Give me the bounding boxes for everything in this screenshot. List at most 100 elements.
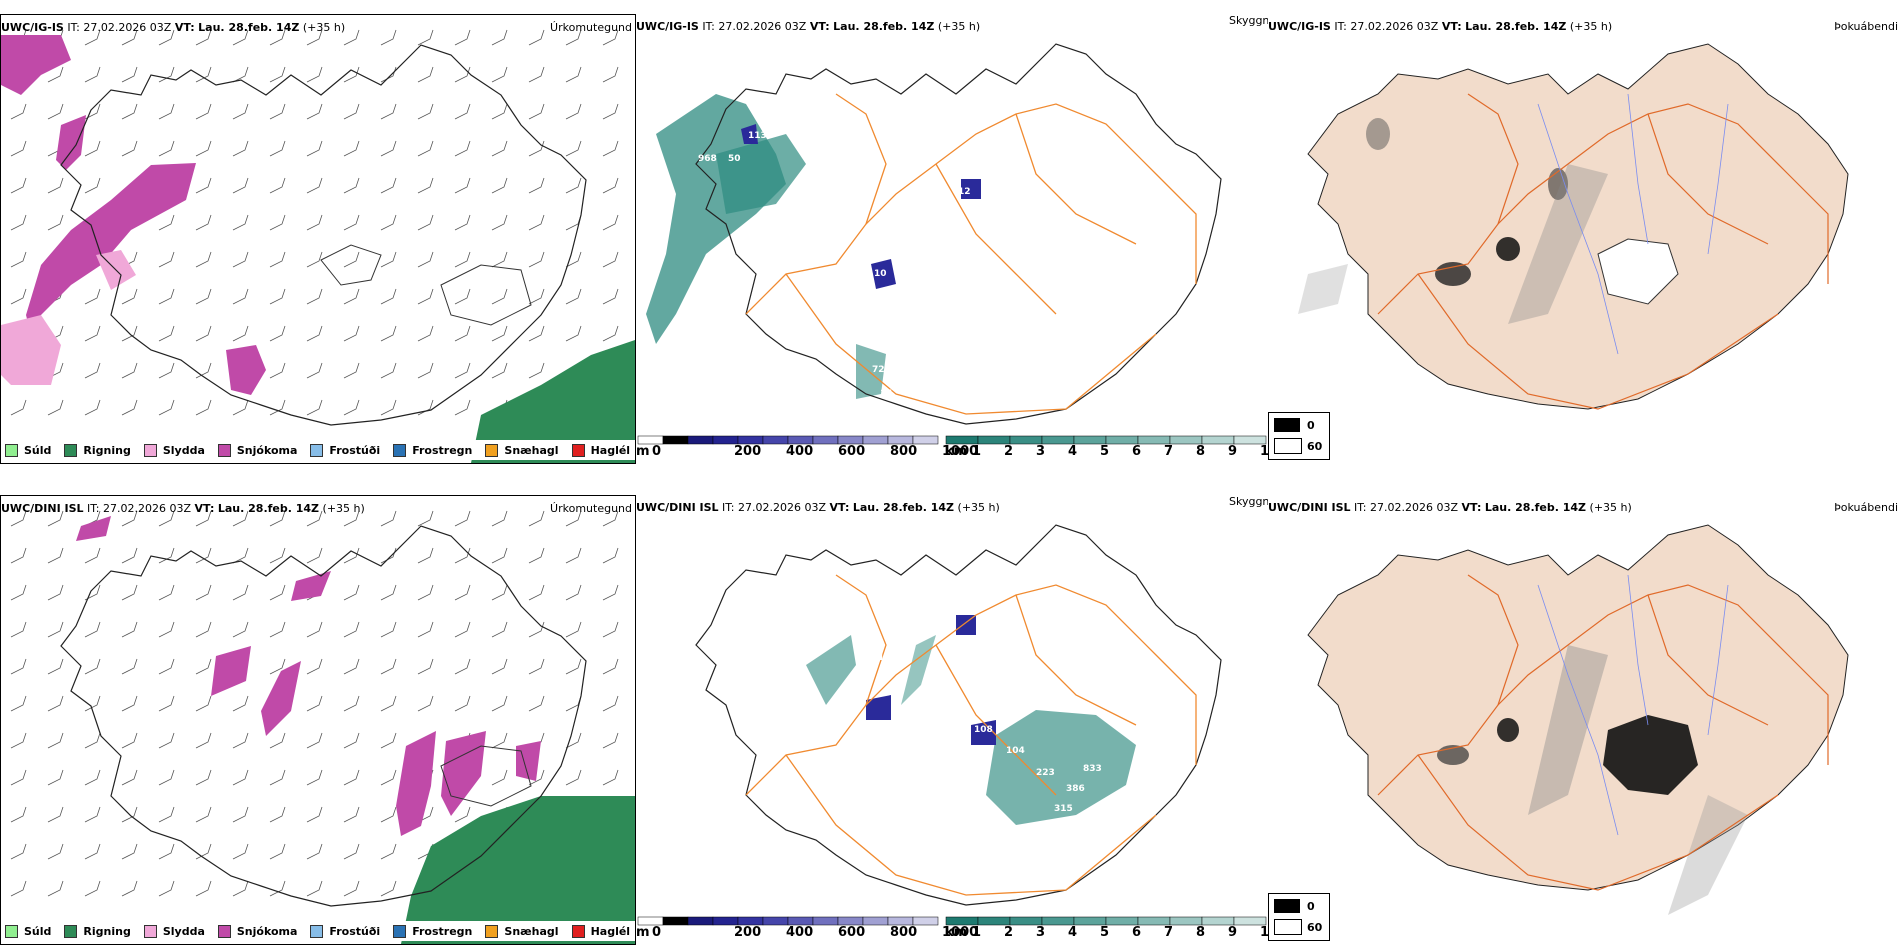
wind-barb [121,29,138,46]
wind-barb [158,29,175,46]
ceiling-colorbar-cell [662,435,689,445]
low-ceiling-area [971,720,996,745]
wind-barb [417,658,434,675]
wind-barb [158,103,175,120]
ceiling-value-label: 827 [780,197,799,207]
wind-barb [158,621,175,638]
legend-swatch [310,443,324,457]
wind-barb [158,880,175,897]
snow-area [441,731,486,816]
wind-barb [565,732,582,749]
wind-barb [454,806,471,823]
legend-item: Haglél [571,443,630,457]
visibility-tick-label: 7 [1164,925,1174,940]
ceiling-colorbar-cell [637,916,664,926]
wind-barb [565,251,582,268]
header-ig-precip: UWC/IG-IS IT: 27.02.2026 03Z VT: Lau. 28… [1,21,346,34]
wind-barb [528,103,545,120]
wind-barb [121,140,138,157]
wind-barb [10,695,27,712]
visibility-map-dini: 49 11 112 105 139 108 104 223 833 386 315 110 [695,524,1222,906]
wind-barb [602,325,619,342]
fog-map-ig [1298,43,1849,410]
wind-barb [380,214,397,231]
ceiling-value-label: 11 [878,653,891,663]
wind-barb [528,177,545,194]
ceiling-colorbar-cell [787,916,814,926]
wind-barb [47,547,64,564]
ceiling-value-label: 12 [958,187,971,197]
wind-barb [232,288,249,305]
legend-item: Frostúði [310,443,380,457]
wind-barb [269,843,286,860]
snow-area [56,115,86,170]
low-ceiling-area [961,179,981,199]
wind-barb [565,769,582,786]
wind-barb [232,880,249,897]
visibility-tick-label: 9 [1228,925,1238,940]
wind-barb [47,214,64,231]
wind-barb [121,880,138,897]
legend-item: Haglél [571,924,631,938]
wind-barb [84,880,101,897]
ceiling-colorbar-cell [887,435,914,445]
wind-barb [195,399,212,416]
legend-label: Rigning [83,924,131,938]
legend-swatch [217,924,231,938]
iceland-outline [60,525,587,907]
wind-barb [343,362,360,379]
wind-barb [121,66,138,83]
wind-barb [121,362,138,379]
fog-swatch-white [1274,919,1302,935]
wind-barb [269,288,286,305]
wind-barb [121,769,138,786]
wind-barb [158,843,175,860]
wind-barb [343,547,360,564]
legend-label: Súld [24,443,52,457]
iceland-outline [695,43,1222,425]
wind-barb [528,214,545,231]
ceiling-value-label: 72 [872,365,885,375]
wind-barb [306,843,323,860]
wind-barb [84,288,101,305]
legend-item: Rigning [64,924,131,938]
legend-label: Snæhagl [504,443,559,457]
visibility-colorbar-cell [1169,916,1203,926]
ceiling-labels: 49 11 112 105 139 108 104 223 833 386 315 110 [868,596,1102,830]
wind-barb [47,584,64,601]
wind-barb [232,177,249,194]
precip-type-panel-ig: UWC/IG-IS IT: 27.02.2026 03Z VT: Lau. 28… [0,14,636,464]
wind-barb [195,880,212,897]
wind-barb [343,177,360,194]
wind-barb [602,695,619,712]
legend-label: Haglél [590,924,631,938]
wind-barb [84,584,101,601]
fog-road-network [1377,574,1829,891]
wind-barb [602,140,619,157]
wind-barb [343,399,360,416]
wind-barb [195,177,212,194]
fog-scale-box: 0 60 [1268,893,1330,941]
wind-barb [121,843,138,860]
wind-barb [380,843,397,860]
wind-barb [195,29,212,46]
wind-barb [232,695,249,712]
ceiling-colorbar-cell [662,916,689,926]
wind-barb [380,288,397,305]
ceiling-colorbar-cell [887,916,914,926]
wind-barb [565,584,582,601]
rain-area [401,796,635,944]
wind-barb [10,547,27,564]
wind-barb [417,214,434,231]
visibility-colorbar-cell [1137,916,1171,926]
visibility-tick-label: 6 [1132,444,1142,459]
low-visibility-area [716,134,806,214]
wind-barb [306,399,323,416]
low-ceiling-area [866,695,891,720]
ceiling-value-label: 105 [898,725,917,735]
wind-barb [343,621,360,638]
visibility-colorbar-cell [977,916,1011,926]
ceiling-value-label: 10 [874,269,887,279]
wind-barb [417,510,434,527]
ceiling-colorbar [637,916,1267,926]
